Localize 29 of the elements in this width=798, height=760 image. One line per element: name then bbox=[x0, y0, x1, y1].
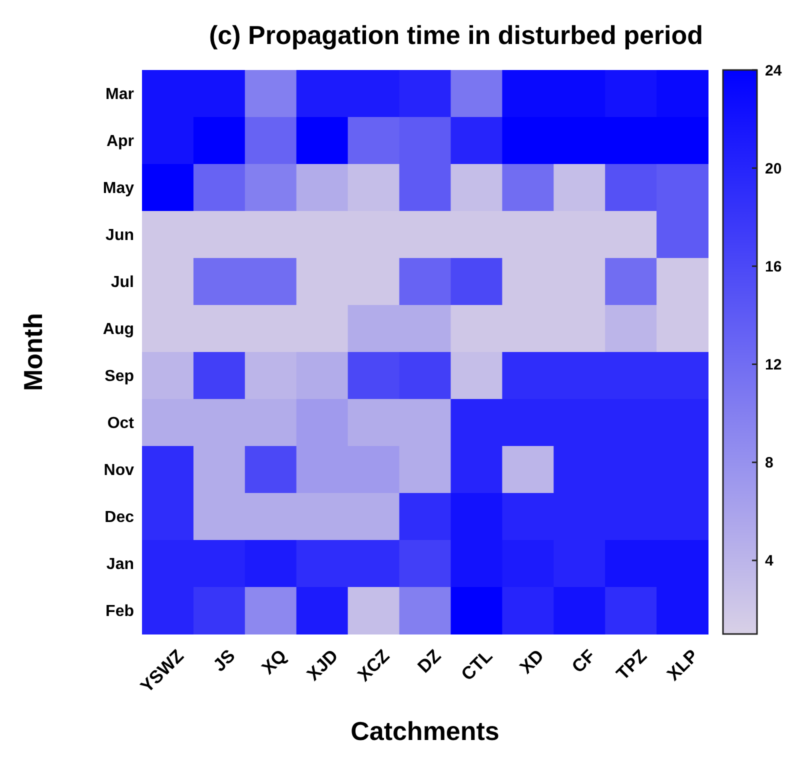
color-bar-label: 24 bbox=[765, 62, 782, 80]
x-tick-label: DZ bbox=[414, 646, 445, 677]
y-tick-label: Sep bbox=[104, 368, 134, 386]
y-tick-label: Jan bbox=[106, 556, 134, 574]
x-tick-label: XD bbox=[516, 646, 548, 678]
x-tick-label: JS bbox=[209, 646, 239, 676]
y-tick-label: Oct bbox=[107, 415, 135, 432]
x-tick-label: XJD bbox=[302, 646, 342, 684]
x-tick-label: CTL bbox=[457, 646, 496, 684]
color-bar-label: 8 bbox=[765, 454, 774, 472]
color-bar-label: 12 bbox=[765, 356, 782, 374]
x-tick-label: TPZ bbox=[612, 646, 651, 684]
y-tick-label: Apr bbox=[106, 133, 134, 150]
y-tick-label: Mar bbox=[106, 86, 134, 104]
color-bar-label: 16 bbox=[765, 258, 782, 276]
y-tick-label: Dec bbox=[104, 509, 134, 526]
y-tick-label: Jun bbox=[106, 227, 134, 244]
y-tick-label: Nov bbox=[104, 462, 134, 480]
x-tick-label: XQ bbox=[258, 646, 290, 678]
y-tick-label: Aug bbox=[102, 321, 134, 338]
y-axis-title: Month bbox=[18, 313, 48, 391]
y-tick-label: May bbox=[102, 180, 134, 198]
x-axis-title: Catchments bbox=[350, 716, 500, 746]
x-tick-label: CF bbox=[568, 646, 600, 677]
y-tick-label: Jul bbox=[110, 274, 134, 292]
chart-title: (c) Propagation time in disturbed period bbox=[208, 20, 704, 50]
color-bar-label: 20 bbox=[765, 160, 782, 178]
y-tick-label: Feb bbox=[106, 603, 134, 620]
color-bar-label: 4 bbox=[765, 552, 774, 570]
